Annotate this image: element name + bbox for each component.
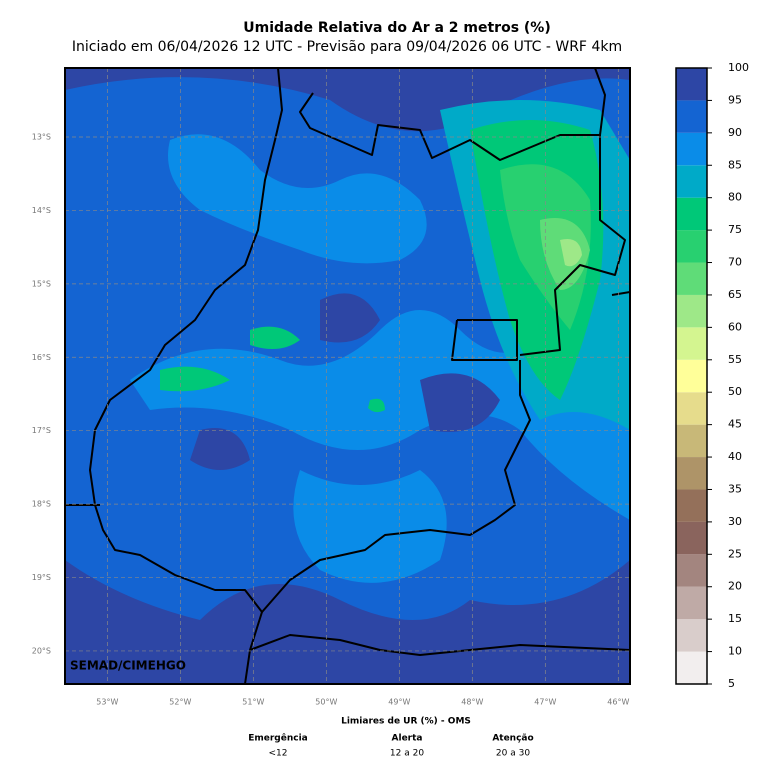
colorbar-frame <box>675 67 708 685</box>
colorbar-tick-label: 100 <box>728 61 749 74</box>
y-tick-label: 15°S <box>32 279 51 288</box>
colorbar-band <box>676 68 707 101</box>
colorbar-tick-label: 80 <box>728 191 742 204</box>
threshold-range: 12 a 20 <box>390 749 424 759</box>
colorbar-tick-label: 95 <box>728 93 742 106</box>
colorbar-tick-label: 85 <box>728 158 742 171</box>
colorbar-band <box>676 489 707 522</box>
x-tick-label: 47°W <box>534 698 556 707</box>
borders <box>65 68 630 684</box>
y-tick-label: 19°S <box>32 573 51 582</box>
colorbar-tick-label: 90 <box>728 126 742 139</box>
colorbar-tick-label: 55 <box>728 353 742 366</box>
y-tick-label: 17°S <box>32 426 51 435</box>
colorbar-band <box>676 392 707 425</box>
colorbar-band <box>676 294 707 328</box>
threshold-range: 20 a 30 <box>496 749 530 759</box>
colorbar-band <box>676 457 707 490</box>
colorbar-tick-label: 25 <box>728 547 742 560</box>
colorbar-band <box>676 132 707 166</box>
colorbar-tick-label: 15 <box>728 612 742 625</box>
colorbar-band <box>676 521 707 555</box>
colorbar-tick-label: 50 <box>728 385 742 398</box>
colorbar-tick-label: 40 <box>728 450 742 463</box>
x-tick-label: 53°W <box>96 698 118 707</box>
map-frame <box>64 67 631 685</box>
colorbar-tick-label: 70 <box>728 256 742 269</box>
colorbar-tick-label: 20 <box>728 580 742 593</box>
x-tick-label: 49°W <box>388 698 410 707</box>
watermark: SEMAD/CIMEHGO <box>70 659 186 673</box>
x-tick-label: 51°W <box>242 698 264 707</box>
colorbar-band <box>676 651 707 684</box>
threshold-name: Emergência <box>248 733 308 744</box>
colorbar-band <box>676 359 707 393</box>
map-title: Umidade Relativa do Ar a 2 metros (%) <box>243 20 550 36</box>
colorbar-tick-label: 65 <box>728 288 742 301</box>
thresholds-title: Limiares de UR (%) - OMS <box>341 717 471 727</box>
y-tick-label: 20°S <box>32 646 51 655</box>
colorbar-band <box>676 554 707 587</box>
colorbar-band <box>676 165 707 198</box>
colorbar-band <box>676 327 707 360</box>
colorbar-band <box>676 100 707 133</box>
colorbar-band <box>676 586 707 620</box>
colorbar-tick-label: 10 <box>728 645 742 658</box>
colorbar-band <box>676 197 707 231</box>
y-tick-label: 16°S <box>32 353 51 362</box>
colorbar-tick-label: 45 <box>728 418 742 431</box>
colorbar-band <box>676 424 707 458</box>
x-tick-label: 48°W <box>461 698 483 707</box>
x-tick-label: 52°W <box>169 698 191 707</box>
y-tick-label: 18°S <box>32 500 51 509</box>
colorbar-tick-label: 75 <box>728 223 742 236</box>
map-subtitle: Iniciado em 06/04/2026 12 UTC - Previsão… <box>72 39 622 55</box>
colorbar-band <box>676 619 707 652</box>
threshold-range: <12 <box>269 749 288 759</box>
threshold-name: Atenção <box>492 734 533 744</box>
field <box>65 68 630 684</box>
colorbar-band <box>676 230 707 263</box>
colorbar-band <box>676 262 707 295</box>
graticule: 53°W 52°W 51°W 50°W 49°W 48°W 47°W 46°W 13°S 14°S… <box>32 68 630 707</box>
x-tick-label: 46°W <box>607 698 629 707</box>
threshold-name: Alerta <box>392 734 423 744</box>
colorbar-tick-label: 5 <box>728 677 735 690</box>
colorbar-tick-label: 35 <box>728 482 742 495</box>
colorbar: 5 10 15 20 25 30 35 40 45 50 55 60 65 70 75 80 85 90 95 100 <box>675 61 749 690</box>
thresholds: Emergência <12 Alerta 12 a 20 Atenção 20 a 30 <box>248 733 533 759</box>
colorbar-tick-label: 30 <box>728 515 742 528</box>
y-tick-label: 14°S <box>32 206 51 215</box>
x-tick-label: 50°W <box>315 698 337 707</box>
y-tick-label: 13°S <box>32 133 51 142</box>
colorbar-tick-label: 60 <box>728 320 742 333</box>
